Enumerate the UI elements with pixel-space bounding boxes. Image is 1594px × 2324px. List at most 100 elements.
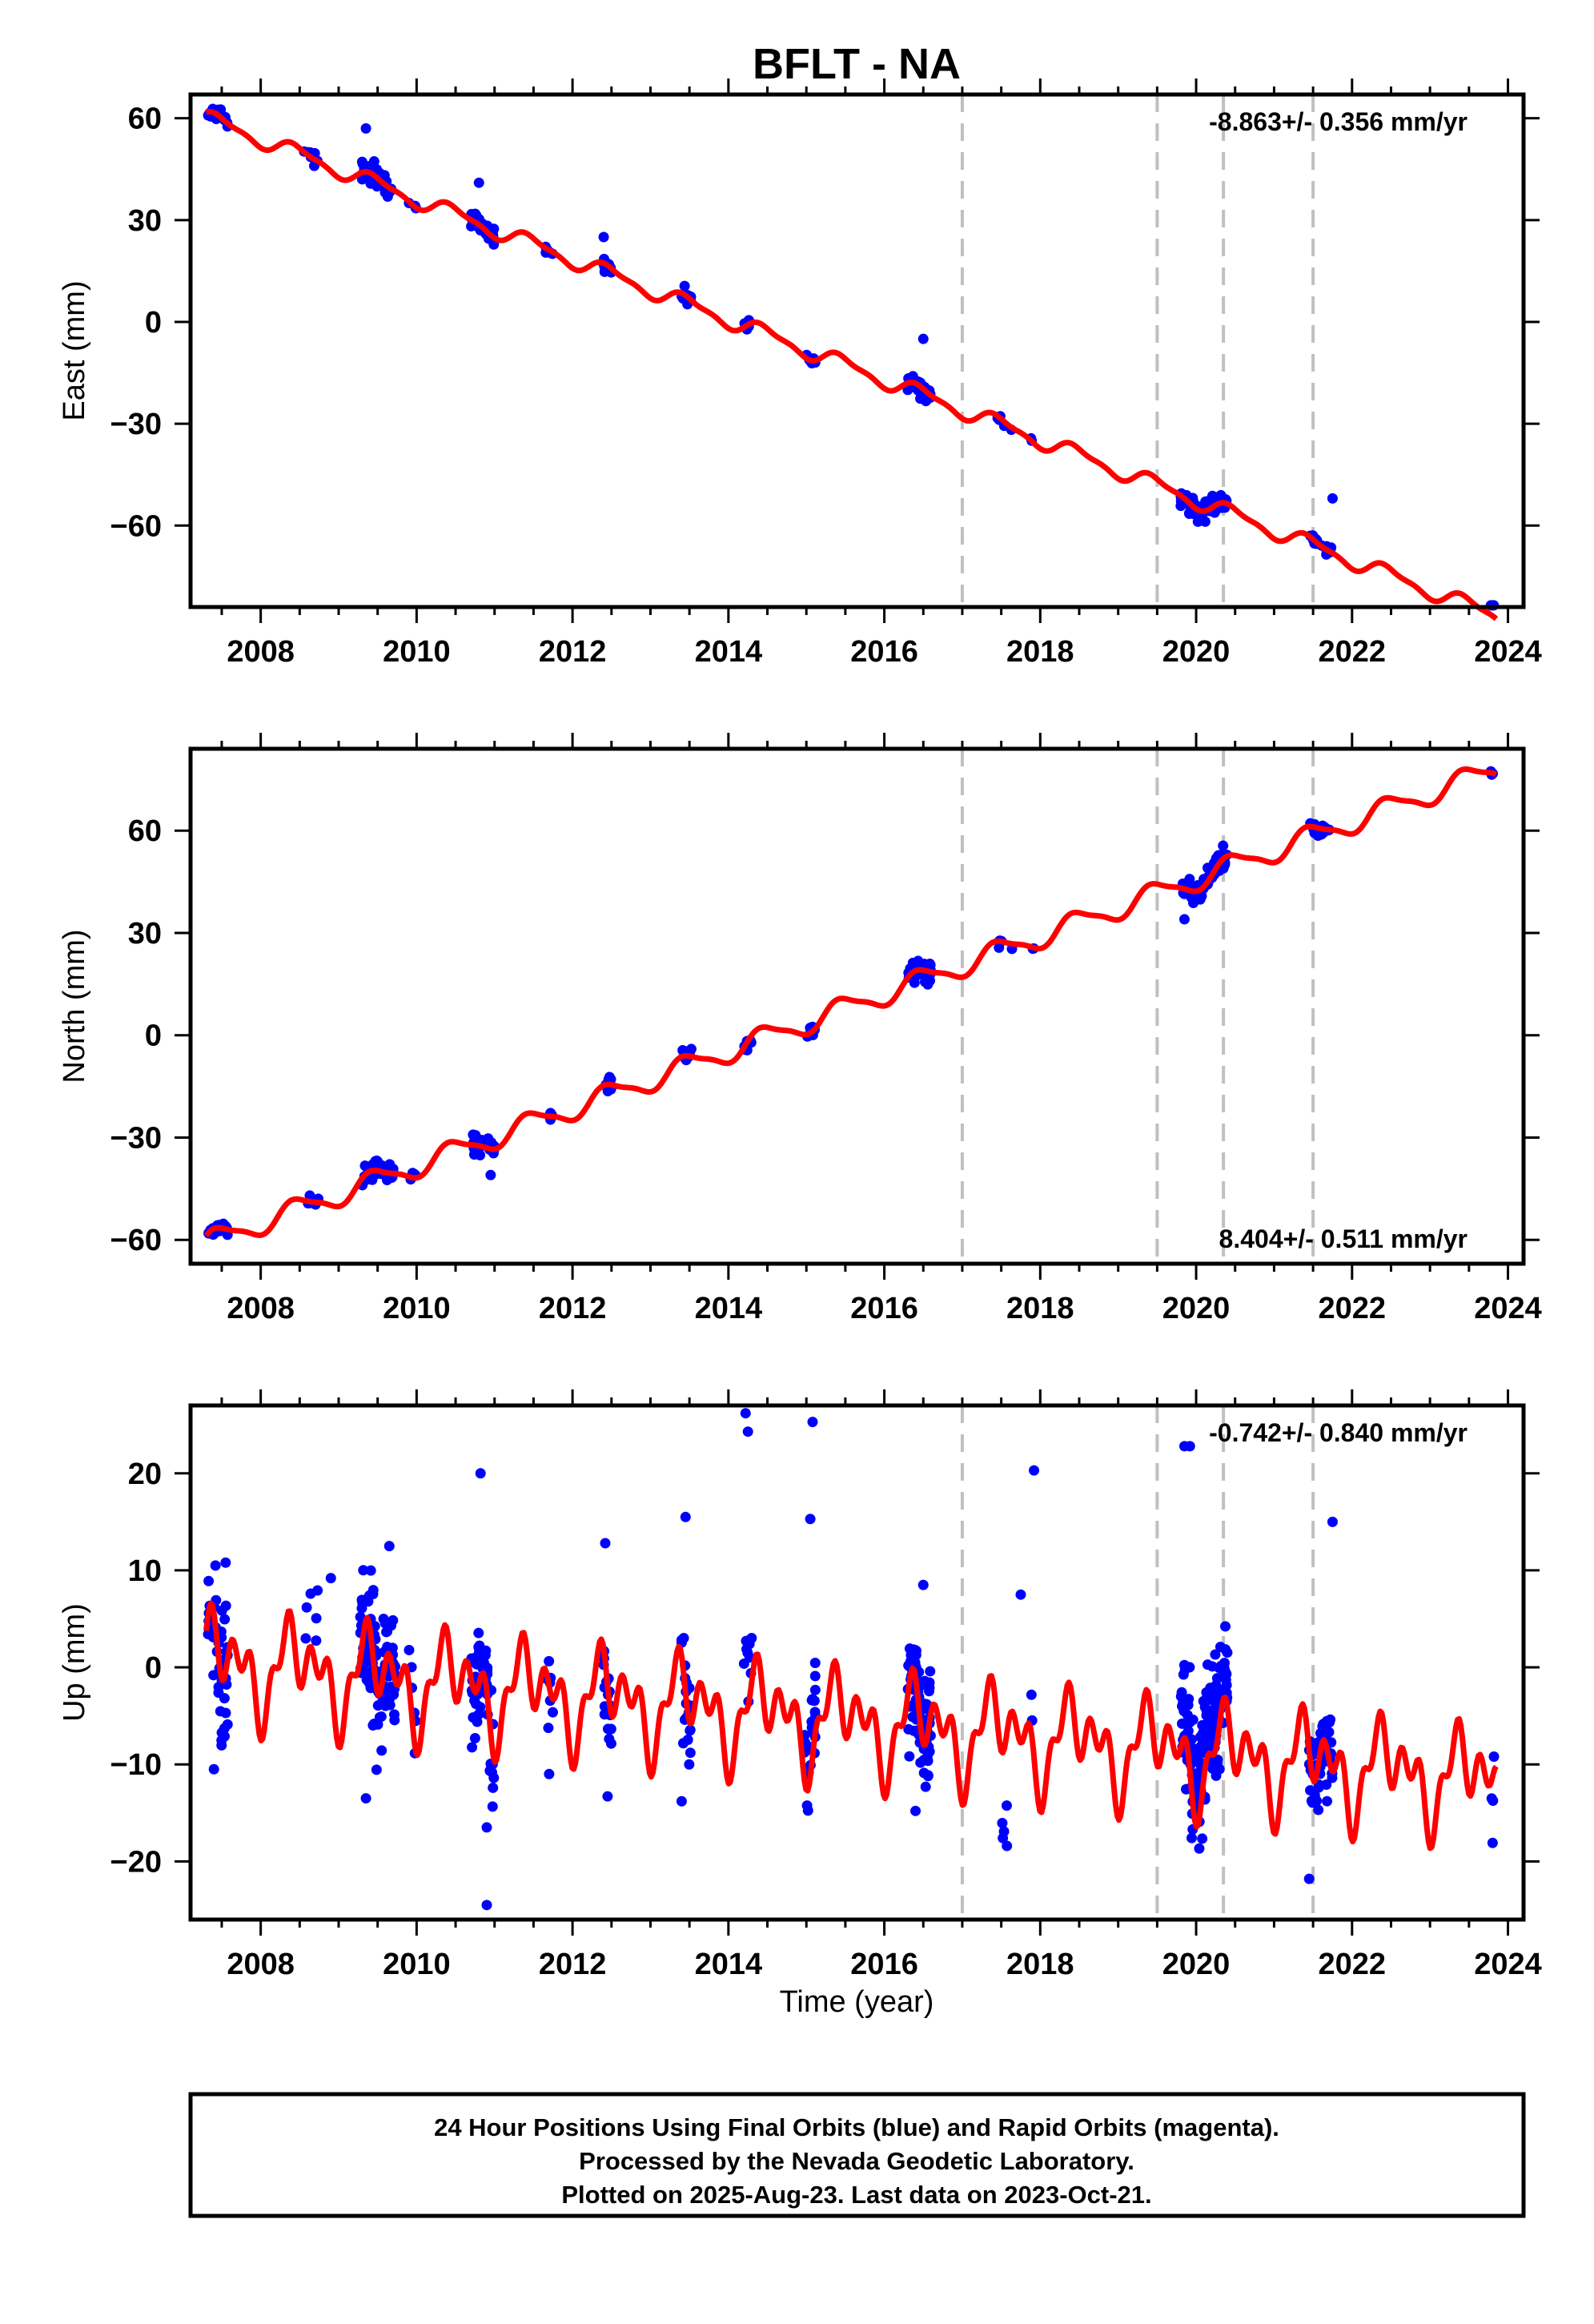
data-point xyxy=(1323,1727,1335,1738)
data-point xyxy=(384,1699,395,1711)
y-tick-label: 30 xyxy=(128,204,162,238)
data-point xyxy=(604,1072,615,1083)
data-point xyxy=(1218,1669,1229,1680)
data-point xyxy=(1215,1641,1226,1652)
x-tick-label: 2018 xyxy=(1006,1948,1074,1981)
chart-title: BFLT - NA xyxy=(753,40,961,88)
data-point xyxy=(1214,1763,1225,1775)
data-point xyxy=(467,1742,478,1753)
data-point xyxy=(924,1686,935,1697)
data-point xyxy=(1212,1687,1223,1699)
data-point xyxy=(746,1632,757,1643)
y-tick-label: −60 xyxy=(110,509,162,543)
x-tick-label: 2008 xyxy=(227,1292,295,1325)
data-point xyxy=(387,1642,398,1654)
data-point xyxy=(1327,493,1338,504)
data-point xyxy=(918,959,929,970)
data-point xyxy=(1318,1719,1329,1730)
data-point xyxy=(742,1426,753,1437)
data-point xyxy=(208,1763,219,1775)
data-point xyxy=(1204,1738,1215,1749)
data-point xyxy=(1186,1832,1197,1844)
data-point xyxy=(678,1633,689,1644)
data-point xyxy=(356,174,367,185)
data-point xyxy=(404,1644,415,1655)
data-point xyxy=(1199,516,1211,527)
data-point xyxy=(1210,1649,1221,1660)
data-point xyxy=(1197,1833,1208,1844)
data-point xyxy=(387,1614,399,1626)
data-point xyxy=(1015,1589,1026,1600)
data-point xyxy=(676,1795,687,1807)
data-point xyxy=(805,1514,816,1525)
data-point xyxy=(677,1738,689,1749)
panel-2: 2008 2010 2012 2014 2016 2018 2020 2022 2024 60 30… xyxy=(58,733,1542,1325)
data-point xyxy=(300,1633,311,1644)
footer-box xyxy=(188,2092,1526,2218)
rate-annotation: -0.742+/- 0.840 mm/yr xyxy=(1209,1418,1468,1447)
rate-annotation: 8.404+/- 0.511 mm/yr xyxy=(1219,1224,1468,1253)
data-point xyxy=(602,1086,613,1097)
data-point xyxy=(371,1764,382,1775)
data-point xyxy=(1186,892,1197,903)
x-tick-label: 2020 xyxy=(1162,1948,1231,1981)
data-point xyxy=(1178,1697,1189,1708)
data-point xyxy=(1315,1727,1327,1739)
x-tick-label: 2024 xyxy=(1474,635,1542,669)
x-tick-label: 2010 xyxy=(383,1948,451,1981)
data-point xyxy=(1488,1751,1500,1762)
data-point xyxy=(1190,1748,1201,1759)
data-point xyxy=(1198,1695,1209,1707)
data-point xyxy=(801,1800,813,1811)
data-point xyxy=(910,1805,921,1816)
data-point xyxy=(216,1605,227,1616)
y-tick-label: 0 xyxy=(145,306,162,340)
data-point xyxy=(1486,1793,1497,1804)
data-point xyxy=(203,1575,215,1586)
x-tick-label: 2016 xyxy=(850,1292,918,1325)
x-axis-label: Time (year) xyxy=(780,1985,934,2019)
footer-line-3: Plotted on 2025-Aug-23. Last data on 202… xyxy=(561,2181,1151,2209)
data-point xyxy=(742,1647,753,1659)
data-point xyxy=(213,1682,224,1693)
y-tick-label: −30 xyxy=(110,1121,162,1155)
data-point xyxy=(1322,1795,1333,1807)
data-point xyxy=(220,1707,231,1719)
data-point xyxy=(1303,1873,1315,1884)
data-point xyxy=(1206,1695,1217,1706)
y-axis-label: Up (mm) xyxy=(58,1603,91,1722)
data-point xyxy=(909,1657,921,1668)
data-point xyxy=(605,1723,616,1735)
data-point xyxy=(600,1538,611,1549)
data-point xyxy=(921,396,932,407)
x-tick-label: 2014 xyxy=(695,1948,763,1981)
data-point xyxy=(602,1791,613,1802)
data-point xyxy=(216,1727,227,1739)
y-tick-label: 30 xyxy=(128,917,162,951)
x-tick-label: 2022 xyxy=(1319,1292,1387,1325)
x-tick-label: 2010 xyxy=(383,1292,451,1325)
x-tick-label: 2020 xyxy=(1162,635,1231,669)
y-tick-label: 10 xyxy=(128,1554,162,1588)
data-point xyxy=(917,1579,929,1590)
data-point xyxy=(807,1694,818,1705)
y-tick-label: 20 xyxy=(128,1458,162,1491)
data-point xyxy=(922,1770,934,1781)
data-point xyxy=(208,1670,219,1681)
data-point xyxy=(1178,1669,1189,1680)
data-point xyxy=(222,1719,233,1730)
x-tick-label: 2020 xyxy=(1162,1292,1231,1325)
data-point xyxy=(1487,1837,1498,1848)
data-point xyxy=(920,1781,931,1792)
data-point xyxy=(924,1677,935,1688)
data-point xyxy=(917,333,929,344)
data-point xyxy=(210,1560,221,1571)
rate-annotation: -8.863+/- 0.356 mm/yr xyxy=(1209,107,1468,136)
data-point xyxy=(1002,1840,1013,1852)
data-point xyxy=(358,1565,369,1576)
data-point xyxy=(1222,1647,1233,1659)
x-tick-label: 2014 xyxy=(695,635,763,669)
data-point xyxy=(544,1768,555,1779)
data-point xyxy=(487,1801,498,1812)
x-tick-label: 2010 xyxy=(383,635,451,669)
